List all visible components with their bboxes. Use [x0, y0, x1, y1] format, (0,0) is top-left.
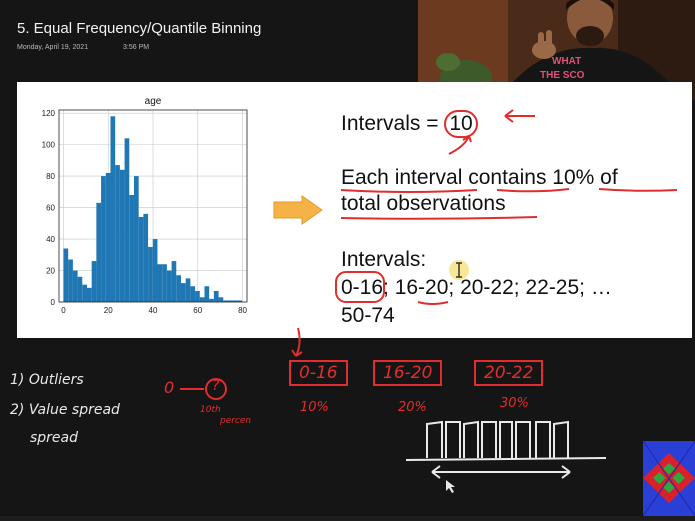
histogram-bar	[176, 275, 181, 302]
histogram-bar	[72, 270, 78, 302]
intervals-equation: Intervals = 10	[341, 110, 478, 138]
text-cursor-icon	[449, 260, 469, 280]
intervals-heading: Intervals:	[341, 248, 427, 271]
histogram-bar	[63, 248, 69, 302]
histogram-bar	[204, 286, 210, 302]
histogram-bar	[133, 176, 139, 302]
x-tick-label: 80	[238, 306, 247, 315]
histogram-bar	[152, 239, 158, 302]
histogram-bar	[162, 264, 167, 302]
percent-30: 30%	[500, 396, 529, 411]
note-spread: spread	[30, 430, 79, 446]
y-tick-label: 0	[51, 298, 56, 307]
page-time: 3:56 PM	[123, 44, 150, 51]
tenth-label: 10th	[200, 405, 221, 415]
slide-image: 0 20 40 60 80 0 20 40 60 80 100 120 age Intervals =…	[17, 82, 692, 338]
histogram-bar	[143, 213, 149, 302]
histogram-bar	[223, 300, 228, 302]
histogram-chart: 0 20 40 60 80 0 20 40 60 80 100 120 age	[42, 96, 248, 315]
histogram-bar	[110, 116, 116, 303]
histogram-bar	[68, 259, 73, 302]
box-0-16: 0-16	[289, 360, 348, 386]
histogram-bar	[82, 284, 87, 302]
arrow-right-icon	[273, 195, 323, 225]
y-tick-label: 120	[42, 109, 56, 118]
interval-circle-annotations	[335, 271, 449, 305]
histogram-bar	[129, 194, 134, 302]
histogram-bar	[171, 261, 177, 302]
total-observations-text: total observations	[341, 192, 506, 215]
zero-label: 0	[164, 378, 175, 397]
histogram-bar	[148, 246, 153, 302]
y-tick-label: 40	[46, 235, 55, 244]
page-title: 5. Equal Frequency/Quantile Binning	[17, 20, 262, 37]
channel-logo	[643, 441, 695, 516]
shirt-text: THE SCO	[540, 70, 585, 81]
histogram-bar	[77, 276, 83, 302]
taskbar-strip	[0, 516, 695, 521]
y-tick-label: 80	[46, 172, 55, 181]
page-date: Monday, April 19, 2021	[17, 44, 89, 51]
intervals-value: 10	[444, 110, 478, 138]
histogram-bar	[166, 270, 172, 302]
x-tick-label: 60	[193, 306, 202, 315]
note-outliers: 1) Outliers	[10, 372, 84, 388]
histogram-bar	[213, 290, 219, 302]
x-tick-label: 40	[149, 306, 158, 315]
histogram-bar	[227, 300, 233, 302]
red-arrow-annotation	[448, 109, 535, 155]
histogram-bar	[138, 217, 144, 302]
histogram-bar	[157, 264, 163, 302]
intervals-label: Intervals =	[341, 112, 445, 135]
x-tick-label: 0	[61, 306, 66, 315]
box-20-22: 20-22	[474, 360, 544, 386]
y-tick-label: 100	[42, 141, 56, 150]
histogram-bar	[124, 138, 130, 302]
histogram-bar	[185, 278, 191, 302]
underline-annotations	[340, 188, 677, 220]
shirt-text: WHAT	[552, 56, 582, 67]
zero-to-circle-arrow	[180, 378, 227, 400]
percent-10: 10%	[300, 400, 329, 415]
histogram-bar	[119, 169, 125, 302]
histogram-bar	[115, 165, 120, 302]
histogram-bar	[105, 172, 111, 302]
histogram-bar	[86, 287, 92, 302]
histogram-bar	[237, 300, 243, 302]
chart-title: age	[145, 96, 162, 107]
note-value-spread: 2) Value spread	[10, 402, 120, 418]
circle-value: ?	[212, 378, 220, 394]
histogram-bar	[232, 300, 238, 302]
equal-bins-sketch	[405, 420, 607, 479]
histogram-bar	[209, 298, 214, 302]
histogram-bar	[91, 261, 97, 302]
histogram-bar	[180, 283, 186, 302]
histogram-bar	[190, 286, 196, 302]
intervals-list: 0-16; 16-20; 20-22; 22-25; …	[341, 276, 612, 299]
y-tick-label: 20	[46, 267, 55, 276]
y-tick-label: 60	[46, 204, 55, 213]
each-interval-text: Each interval contains 10% of	[341, 166, 618, 189]
mouse-pointer-icon	[446, 480, 455, 493]
box-16-20: 16-20	[373, 360, 443, 386]
intervals-last: 50-74	[341, 304, 395, 327]
histogram-bar	[96, 202, 102, 302]
x-tick-label: 20	[104, 306, 113, 315]
percent-20: 20%	[398, 400, 427, 415]
histogram-bar	[218, 297, 224, 302]
box-arrow-annotations	[291, 327, 303, 357]
histogram-bar	[101, 176, 106, 302]
histogram-bar	[195, 290, 200, 302]
histogram-bar	[199, 297, 205, 302]
percentile-label: percen	[220, 416, 252, 426]
